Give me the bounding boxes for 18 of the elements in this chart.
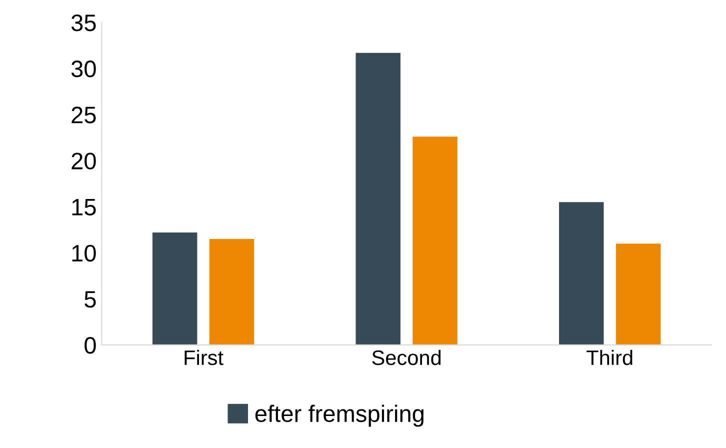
bar xyxy=(152,232,198,345)
x-tick-label: Second xyxy=(372,350,441,366)
bar xyxy=(412,136,458,345)
legend-label: efter fremspiring xyxy=(255,404,424,427)
y-tick-label: 20 xyxy=(72,152,96,170)
y-tick-label: 35 xyxy=(71,14,96,32)
y-tick-label: 15 xyxy=(72,199,96,216)
y-tick-label: 0 xyxy=(84,337,96,354)
bar xyxy=(616,244,661,345)
y-tick-label: 30 xyxy=(71,60,96,78)
y-tick-label: 25 xyxy=(72,106,96,124)
bar xyxy=(209,238,254,345)
bar xyxy=(559,202,604,345)
y-tick-label: 5 xyxy=(84,291,96,308)
x-tick-label: Third xyxy=(586,350,632,366)
x-tick-label: First xyxy=(184,350,224,366)
y-tick-label: 10 xyxy=(72,244,96,262)
bar xyxy=(356,52,400,345)
